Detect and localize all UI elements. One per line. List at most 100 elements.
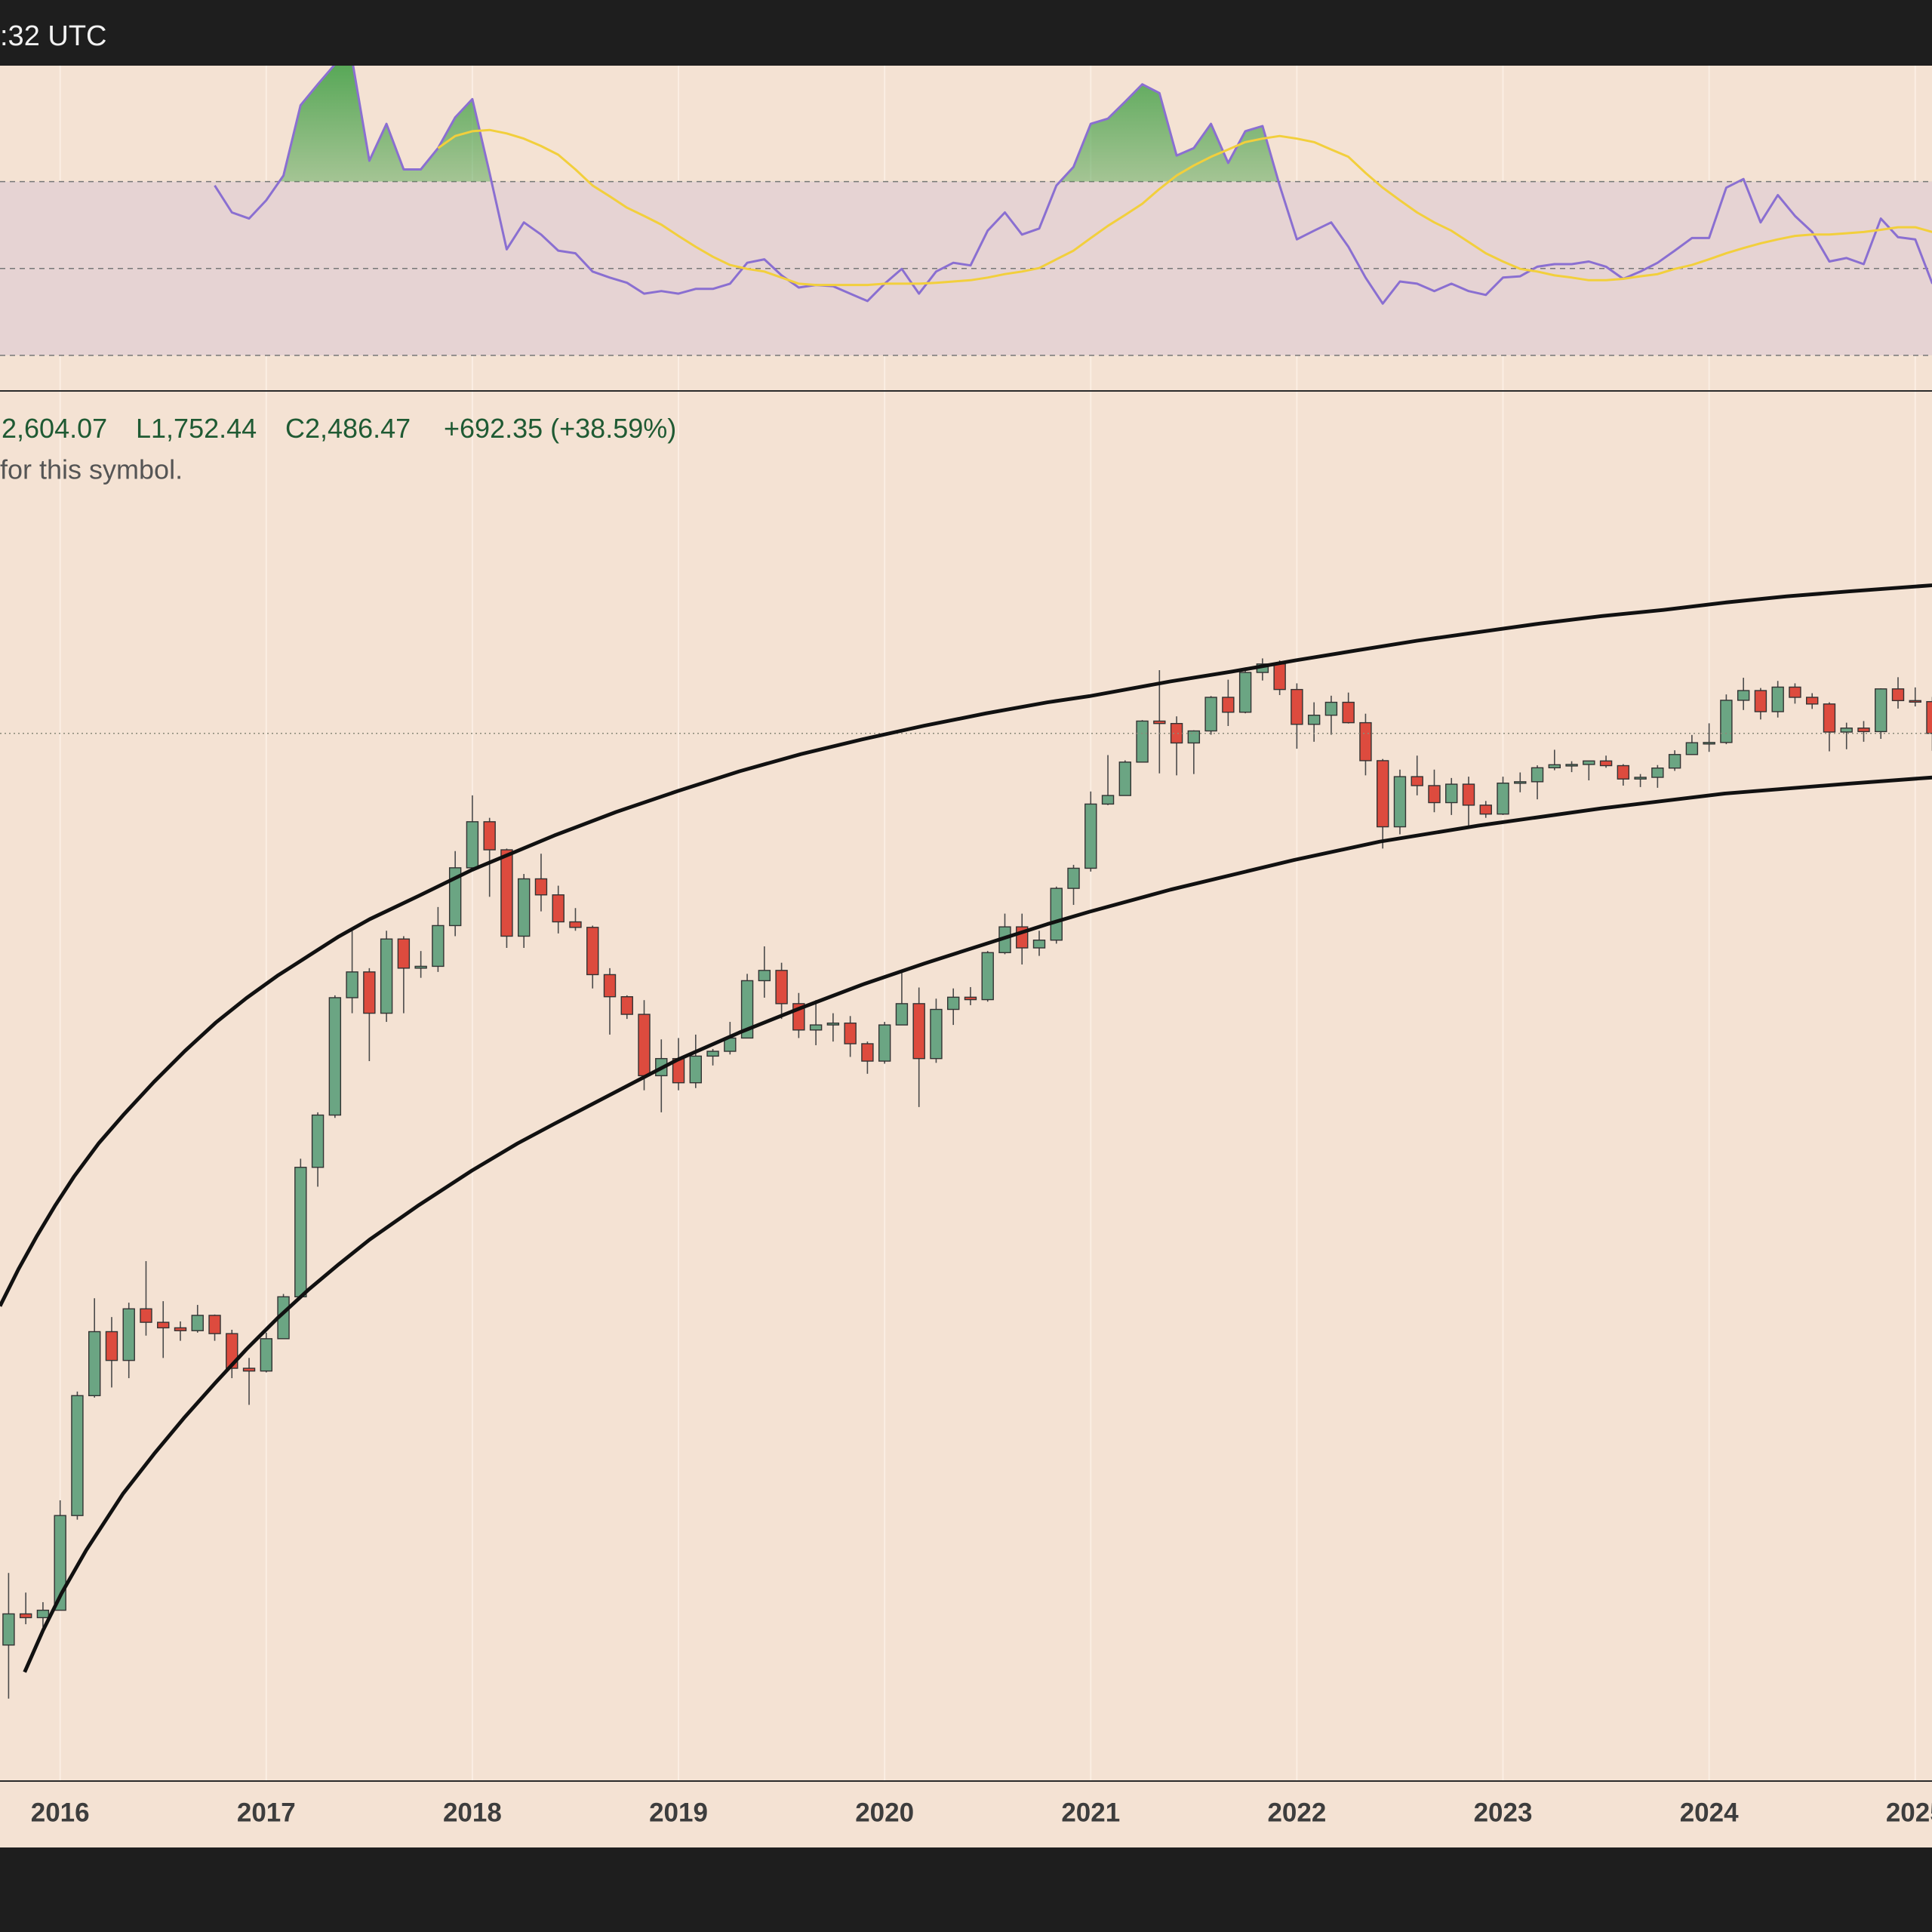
candle-body xyxy=(1720,700,1733,743)
candle-body xyxy=(586,927,599,976)
candle-body xyxy=(946,996,960,1011)
upper-channel-curve xyxy=(0,583,1932,1307)
candle-body xyxy=(414,965,427,969)
candle-body xyxy=(1376,760,1389,828)
candle-body xyxy=(1651,768,1664,778)
x-tick-label: 2023 xyxy=(1474,1798,1533,1827)
rsi-line xyxy=(437,128,1932,287)
candle-body xyxy=(1823,703,1836,733)
candle-body xyxy=(1583,760,1595,765)
candle-body xyxy=(1067,867,1080,889)
candle-body xyxy=(534,878,548,896)
candle-body xyxy=(1531,767,1544,783)
candle-body xyxy=(191,1315,204,1331)
candle-body xyxy=(1238,672,1252,713)
candle-body xyxy=(603,974,617,998)
x-tick-label: 2016 xyxy=(31,1798,90,1827)
candle-body xyxy=(448,867,462,927)
candle-body xyxy=(1875,688,1887,733)
candle-body xyxy=(1204,697,1217,732)
candle-body xyxy=(2,1613,15,1646)
legend-close: C2,486.47 xyxy=(285,413,411,444)
candle-body xyxy=(930,1008,943,1060)
candle-body xyxy=(483,821,496,851)
candle-body xyxy=(1307,714,1321,725)
legend-change: +692.35 (+38.59%) xyxy=(444,413,676,444)
rsi-pane xyxy=(0,66,1932,356)
candle-body xyxy=(1411,776,1423,786)
candle-body xyxy=(1050,888,1063,941)
x-tick-label: 2020 xyxy=(855,1798,914,1827)
candle-body xyxy=(1462,783,1475,806)
candle-body xyxy=(1187,730,1201,744)
candle-body xyxy=(1324,701,1338,716)
candle-body xyxy=(689,1055,702,1084)
candle-body xyxy=(1926,700,1932,734)
candle-body xyxy=(964,996,977,1001)
candle-body xyxy=(1548,764,1561,769)
x-tick-label: 2017 xyxy=(237,1798,296,1827)
candle-body xyxy=(1840,728,1853,733)
candle-body xyxy=(122,1308,135,1361)
candle-body xyxy=(706,1051,719,1057)
candle-body xyxy=(1497,782,1509,815)
x-tick-label: 2025 xyxy=(1886,1798,1932,1827)
candle-body xyxy=(569,921,582,928)
clock: :32 UTC xyxy=(0,20,106,52)
candle-body xyxy=(1771,686,1784,712)
candle-body xyxy=(140,1308,152,1323)
candle-body xyxy=(294,1167,307,1298)
candle-body xyxy=(397,938,411,969)
x-tick-label: 2018 xyxy=(443,1798,502,1827)
candle-body xyxy=(1599,760,1613,767)
candle-body xyxy=(861,1043,874,1062)
candle-body xyxy=(1101,795,1115,805)
candle-body xyxy=(1668,754,1681,769)
top-bar xyxy=(0,0,1932,66)
candle-body xyxy=(328,997,342,1116)
candle-body xyxy=(1428,785,1441,804)
candle-body xyxy=(1393,776,1407,828)
candle-body xyxy=(758,970,771,982)
candle-body xyxy=(1445,783,1458,804)
candle-body xyxy=(54,1515,66,1611)
candle-body xyxy=(1754,690,1767,712)
candle-body xyxy=(174,1327,187,1331)
candle-body xyxy=(809,1024,823,1031)
candle-body xyxy=(380,938,393,1014)
candle-body xyxy=(1634,777,1647,780)
candle-body xyxy=(1737,690,1750,701)
candle-body xyxy=(36,1609,50,1619)
candle-body xyxy=(71,1395,84,1516)
price-pane xyxy=(0,658,1932,1699)
notice: for this symbol. xyxy=(0,454,183,485)
x-tick-label: 2024 xyxy=(1680,1798,1739,1827)
legend-high: 2,604.07 xyxy=(2,413,107,444)
channel xyxy=(0,583,1932,1673)
candle-body xyxy=(500,849,513,937)
candle-body xyxy=(895,1003,909,1026)
candle-body xyxy=(242,1367,256,1372)
candle-body xyxy=(1342,701,1355,724)
candle-body xyxy=(826,1022,840,1026)
candle-body xyxy=(1118,761,1132,796)
candle-body xyxy=(1685,742,1699,755)
candle-body xyxy=(466,821,479,869)
candle-body xyxy=(1032,940,1046,949)
candle-body xyxy=(740,980,754,1039)
legend-low: L1,752.44 xyxy=(136,413,257,444)
overbought-fill xyxy=(279,66,1745,182)
candle-body xyxy=(1909,700,1921,703)
candle-body xyxy=(88,1331,101,1397)
candle-body xyxy=(1170,722,1183,744)
candle-body xyxy=(432,924,445,968)
candle-body xyxy=(1805,697,1819,705)
time-axis: 2016 2017 2018 2019 2020 2021 2022 2023 2024 2025 xyxy=(31,1798,1932,1827)
lower-channel-curve xyxy=(23,775,1932,1673)
candle-body xyxy=(1789,686,1801,698)
candle-body xyxy=(1153,720,1166,724)
candle-body xyxy=(105,1331,118,1361)
candle-body xyxy=(620,996,633,1015)
